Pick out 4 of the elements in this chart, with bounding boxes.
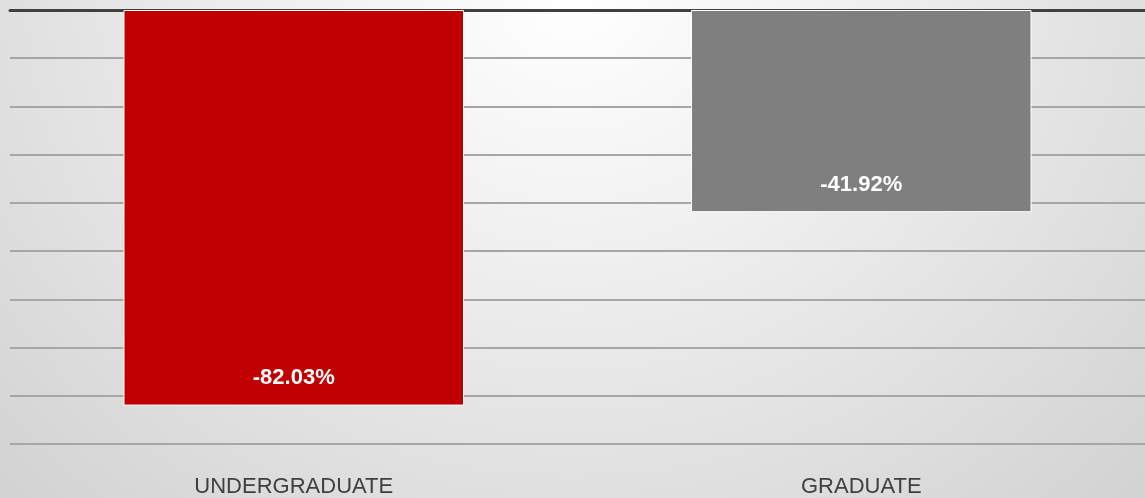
- data-label: -41.92%: [820, 170, 903, 196]
- data-label: -82.03%: [252, 364, 335, 390]
- x-tick-label: GRADUATE: [800, 472, 922, 498]
- x-tick-label: UNDERGRADUATE: [194, 472, 394, 498]
